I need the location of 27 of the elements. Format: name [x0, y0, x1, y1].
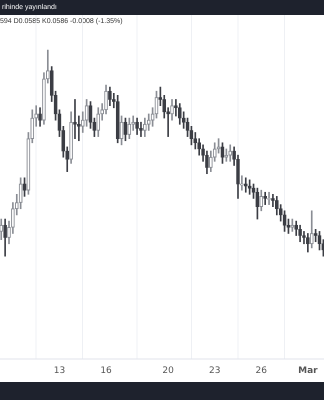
candlestick — [108, 86, 112, 106]
x-tick-label: 13 — [54, 366, 66, 376]
candlestick — [256, 188, 260, 220]
candlestick — [96, 107, 100, 137]
candlestick — [267, 192, 271, 205]
candlestick — [244, 177, 248, 193]
x-tick-label: Mar — [298, 366, 318, 376]
candlestick — [69, 112, 73, 164]
candlestick — [143, 118, 147, 137]
candlestick — [310, 210, 314, 248]
x-tick-label: 16 — [100, 366, 112, 376]
candlestick — [116, 95, 120, 144]
candlestick — [248, 180, 252, 195]
candlestick — [178, 103, 182, 125]
x-tick-label: 23 — [208, 366, 220, 376]
candlestick — [124, 118, 128, 142]
candlestick — [170, 99, 174, 120]
x-tick-label: 26 — [256, 366, 268, 376]
candlestick — [240, 175, 244, 191]
candlestick — [127, 118, 132, 139]
candlestick — [259, 190, 264, 212]
x-tick-label: 20 — [162, 366, 174, 376]
candlestick — [139, 122, 143, 137]
candlestick — [263, 192, 267, 205]
candlestick — [120, 116, 124, 146]
candlestick — [228, 144, 232, 162]
candlestick — [220, 142, 224, 164]
